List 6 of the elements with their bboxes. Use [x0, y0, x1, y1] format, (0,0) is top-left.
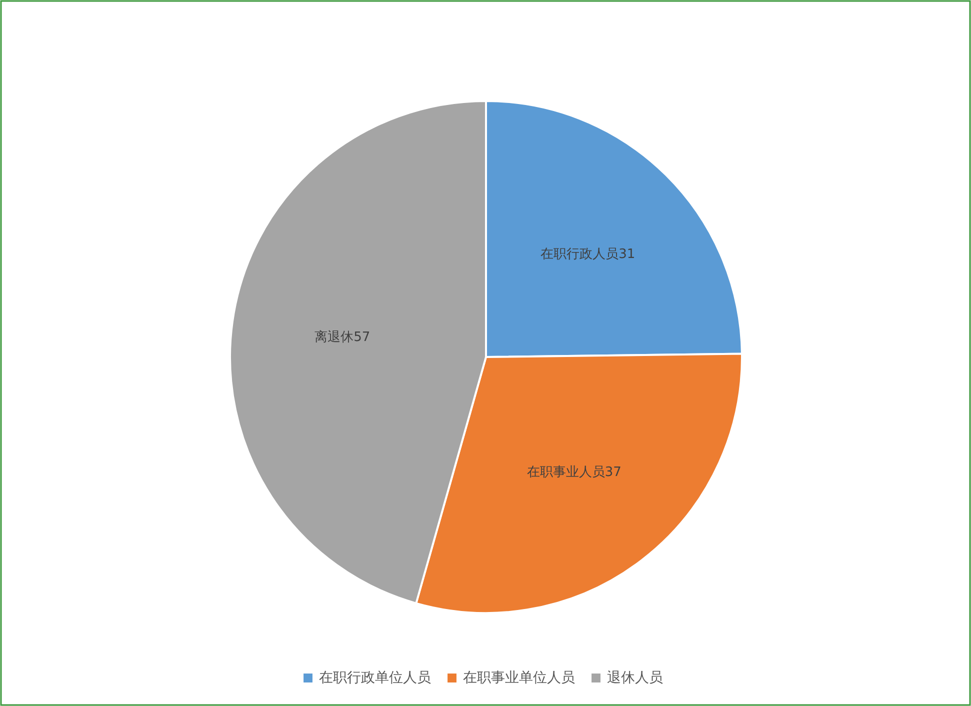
data-label: 在职行政人员31 — [540, 246, 636, 262]
legend-label: 在职事业单位人员 — [463, 670, 575, 686]
legend-label: 退休人员 — [607, 670, 663, 686]
data-label: 离退休57 — [314, 329, 370, 346]
data-label: 在职事业人员37 — [526, 465, 622, 480]
legend-label: 在职行政单位人员 — [319, 670, 431, 686]
